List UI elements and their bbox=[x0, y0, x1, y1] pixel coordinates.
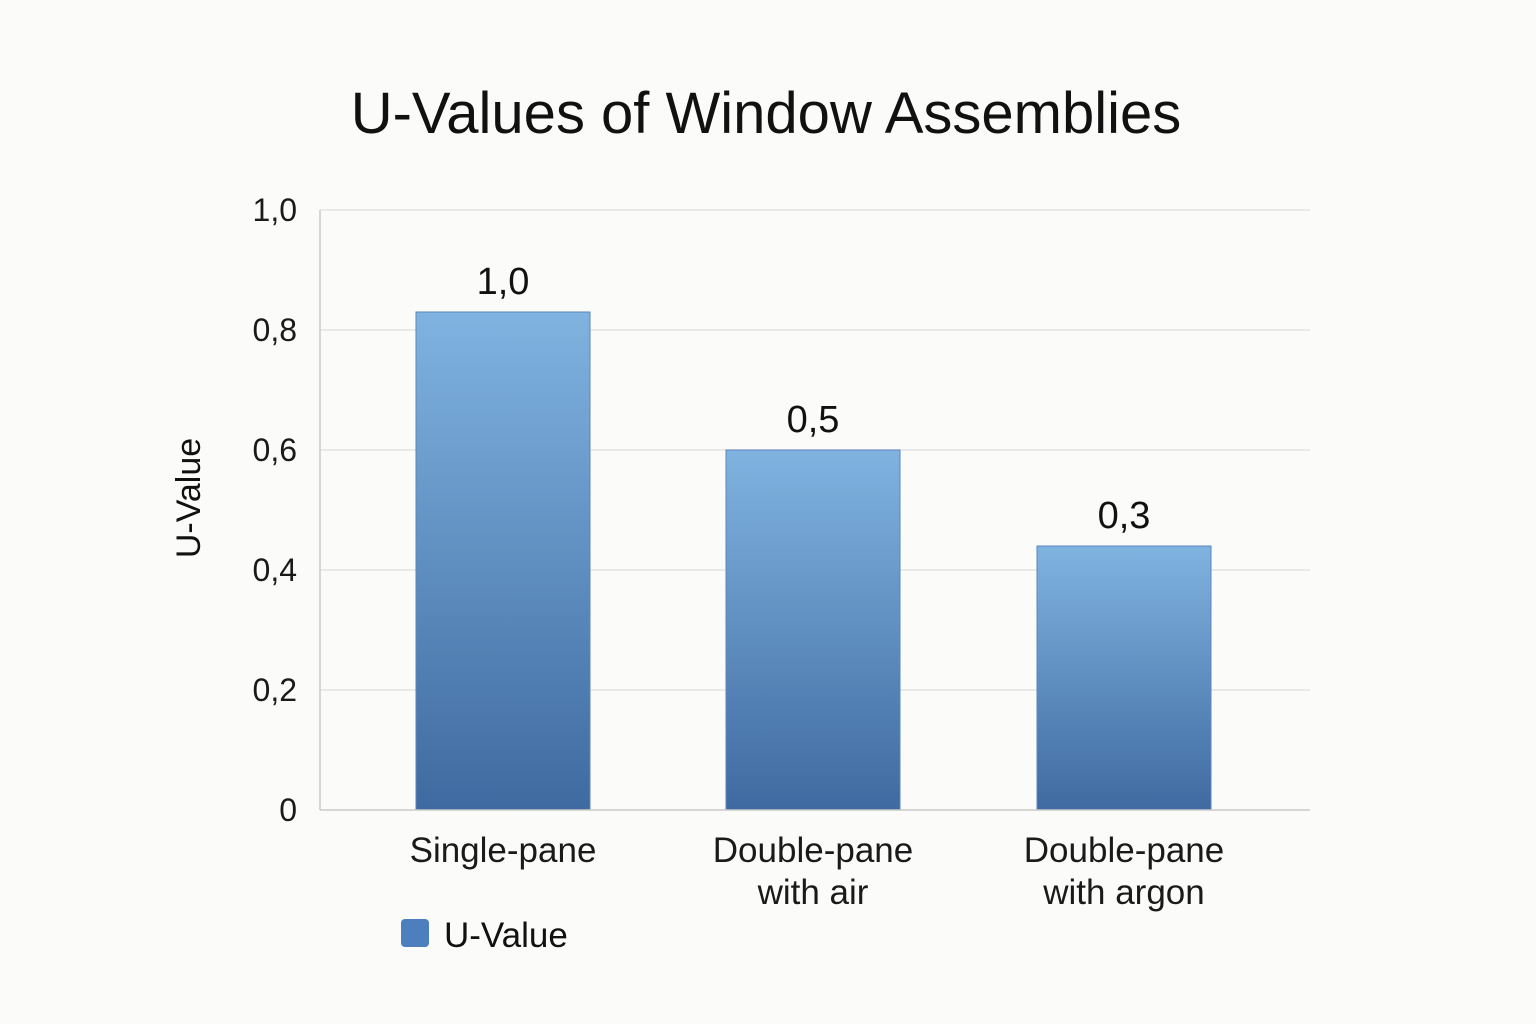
y-tick-label: 0,8 bbox=[253, 312, 297, 348]
bar bbox=[1036, 545, 1212, 811]
bars bbox=[415, 311, 1212, 811]
data-label: 0,5 bbox=[787, 399, 840, 441]
y-tick-label: 1,0 bbox=[253, 192, 297, 228]
y-axis-title: U-Value bbox=[170, 438, 208, 558]
y-tick-label: 0,4 bbox=[253, 552, 297, 588]
y-tick-labels: 0 0,2 0,4 0,6 0,8 1,0 bbox=[253, 192, 297, 828]
y-tick-label: 0,6 bbox=[253, 432, 297, 468]
x-tick-label: Double-pane with argon bbox=[1024, 831, 1224, 912]
data-labels: 1,0 0,5 0,3 bbox=[477, 261, 1151, 537]
y-tick-label: 0,2 bbox=[253, 672, 297, 708]
x-tick-labels: Single-pane Double-pane with air Double-pan… bbox=[410, 831, 1225, 912]
y-tick-label: 0 bbox=[279, 792, 297, 828]
data-label: 0,3 bbox=[1098, 495, 1151, 537]
x-tick-label: Double-pane with air bbox=[713, 831, 913, 912]
legend: U-Value bbox=[401, 916, 568, 955]
x-tick-label: Single-pane bbox=[410, 831, 597, 870]
chart-title: U-Values of Window Assemblies bbox=[351, 81, 1182, 146]
legend-swatch bbox=[401, 919, 429, 947]
legend-label: U-Value bbox=[444, 916, 568, 955]
data-label: 1,0 bbox=[477, 261, 530, 303]
bar bbox=[725, 449, 901, 811]
bar bbox=[415, 311, 591, 811]
